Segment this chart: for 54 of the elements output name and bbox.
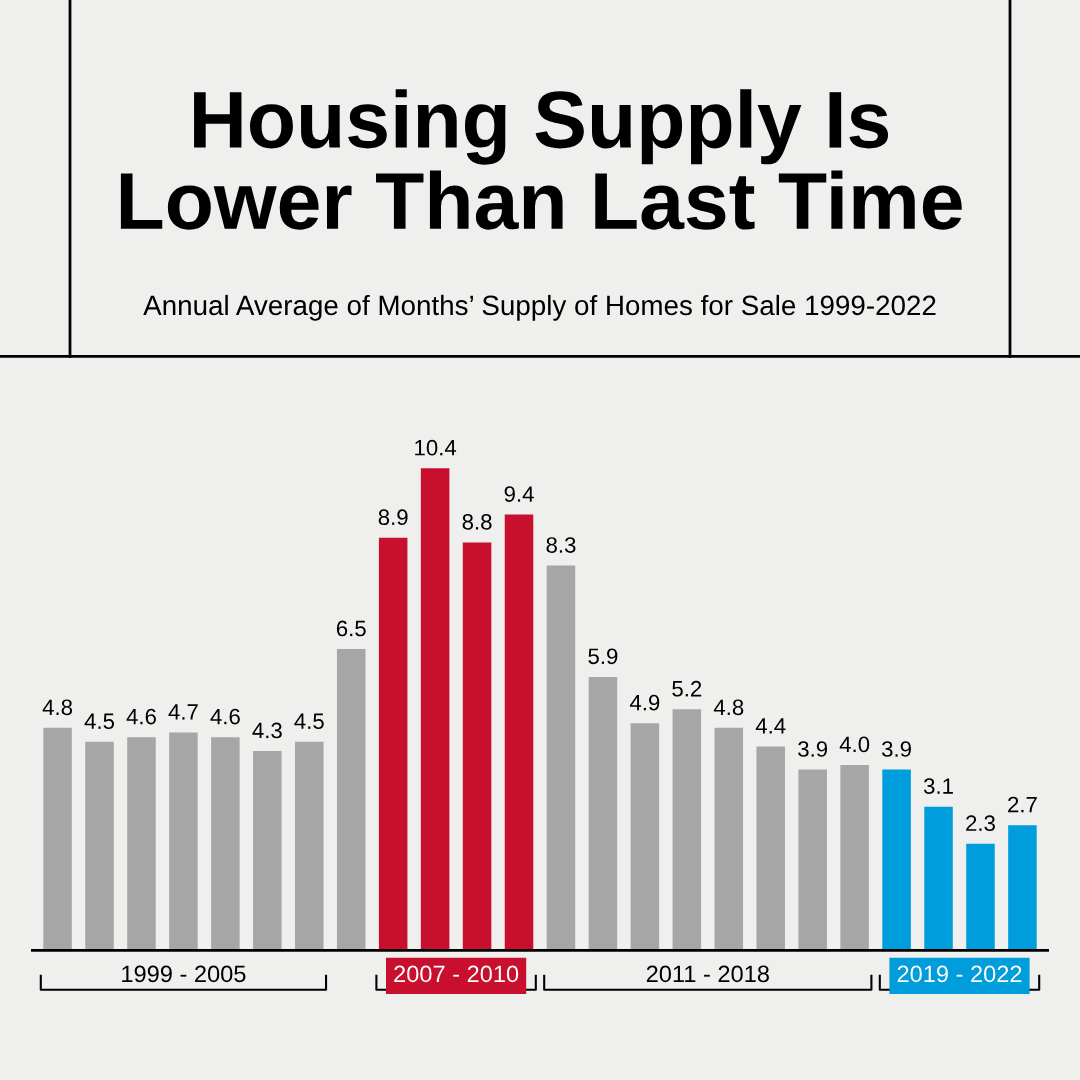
data-label: 3.9 [798, 741, 828, 757]
data-label: 4.5 [294, 713, 324, 730]
data-label: 4.4 [755, 718, 786, 734]
bar [504, 514, 534, 951]
bar [588, 676, 618, 951]
data-label: 2.7 [1008, 796, 1037, 813]
text: 1999 - 2005 [122, 965, 246, 983]
bar [546, 565, 576, 951]
bar [630, 723, 660, 951]
chart-title: Housing Supply Is Lower Than Last Time [120, 89, 962, 230]
data-label: 4.0 [839, 736, 870, 753]
bar [253, 751, 282, 951]
data-label: 9.4 [504, 486, 534, 502]
data-label: 5.2 [672, 680, 702, 697]
data-label: 4.8 [713, 699, 744, 716]
bar [127, 737, 156, 951]
data-label: 4.8 [42, 699, 73, 716]
bar [336, 649, 366, 951]
chart-subtitle: Annual Average of Months’ Supply of Homes for Sale 1999-2022 [143, 294, 936, 321]
data-label: 2.3 [966, 815, 995, 832]
bar [462, 542, 492, 951]
bar [43, 727, 72, 951]
bar [420, 468, 450, 951]
bar [295, 741, 324, 951]
text: 2007 - 2010 [394, 965, 519, 983]
bar [882, 769, 911, 951]
data-label: 4.9 [629, 694, 660, 711]
data-label: 4.3 [252, 722, 282, 739]
data-label: 3.9 [881, 741, 911, 757]
bar [924, 806, 953, 951]
text: 2011 - 2018 [646, 965, 769, 983]
data-label: 10.4 [415, 439, 457, 456]
data-label: 3.1 [923, 778, 953, 794]
data-label: 5.9 [588, 648, 618, 665]
data-label: 8.3 [546, 537, 576, 553]
bar [840, 764, 869, 951]
bar [756, 746, 785, 951]
bar [169, 732, 198, 951]
data-label: 6.5 [336, 620, 366, 637]
bar [1008, 825, 1037, 951]
data-label: 8.9 [378, 509, 408, 526]
data-label: 4.7 [168, 704, 198, 720]
text: 2019 - 2022 [897, 965, 1022, 983]
bar [378, 537, 408, 951]
bar [672, 709, 702, 951]
data-label: 4.5 [84, 713, 115, 730]
data-label: 4.6 [126, 708, 156, 725]
bar [798, 769, 827, 951]
bar [211, 737, 240, 951]
bar [85, 741, 114, 951]
data-label: 4.6 [210, 708, 240, 725]
bar [714, 727, 744, 951]
bar [966, 843, 995, 951]
data-label: 8.8 [462, 513, 492, 530]
